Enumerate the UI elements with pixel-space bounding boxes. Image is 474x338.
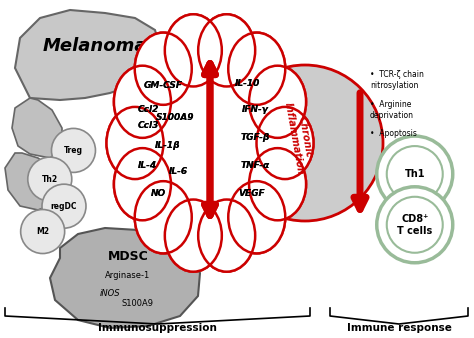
Ellipse shape bbox=[198, 14, 255, 87]
Text: Chronic
Inflammation: Chronic Inflammation bbox=[283, 100, 317, 176]
Text: •  TCR-ζ chain
nitrosylation: • TCR-ζ chain nitrosylation bbox=[370, 70, 424, 90]
Text: IL-6: IL-6 bbox=[168, 168, 188, 176]
Ellipse shape bbox=[114, 66, 171, 138]
Text: IFN-γ: IFN-γ bbox=[242, 105, 268, 115]
Text: Ccl3: Ccl3 bbox=[137, 121, 159, 130]
Ellipse shape bbox=[135, 33, 192, 105]
Text: Th2: Th2 bbox=[42, 175, 58, 184]
Circle shape bbox=[21, 210, 64, 254]
Text: IL-4: IL-4 bbox=[137, 162, 156, 170]
Text: Melanoma: Melanoma bbox=[43, 37, 147, 55]
Ellipse shape bbox=[135, 33, 192, 105]
Text: GM-CSF: GM-CSF bbox=[144, 81, 182, 91]
Ellipse shape bbox=[249, 66, 306, 138]
Ellipse shape bbox=[249, 148, 306, 220]
Ellipse shape bbox=[165, 199, 222, 272]
Ellipse shape bbox=[150, 67, 270, 219]
Text: Ccl3: Ccl3 bbox=[137, 121, 159, 130]
Ellipse shape bbox=[114, 148, 171, 220]
Circle shape bbox=[227, 65, 383, 221]
Text: •  Arginine
deprivation: • Arginine deprivation bbox=[370, 100, 414, 120]
Text: Treg: Treg bbox=[64, 146, 83, 155]
Text: CD8⁺
T cells: CD8⁺ T cells bbox=[397, 214, 432, 236]
Ellipse shape bbox=[165, 14, 222, 87]
Text: IL-4: IL-4 bbox=[137, 162, 156, 170]
Text: IL-1β: IL-1β bbox=[155, 142, 181, 150]
Text: •  Apoptosis: • Apoptosis bbox=[370, 129, 417, 139]
Ellipse shape bbox=[228, 181, 285, 254]
Text: S100A9: S100A9 bbox=[156, 114, 194, 122]
Text: Arginase-1: Arginase-1 bbox=[105, 271, 151, 281]
Text: GM-CSF: GM-CSF bbox=[144, 81, 182, 91]
Ellipse shape bbox=[198, 14, 255, 87]
Ellipse shape bbox=[228, 181, 285, 254]
Text: VEGF: VEGF bbox=[239, 189, 265, 197]
Text: VEGF: VEGF bbox=[239, 189, 265, 197]
Text: TGF-β: TGF-β bbox=[240, 134, 270, 143]
Text: Immune response: Immune response bbox=[346, 323, 451, 333]
Text: regDC: regDC bbox=[51, 202, 77, 211]
Ellipse shape bbox=[134, 47, 286, 239]
Ellipse shape bbox=[256, 107, 313, 179]
Text: Ccl2: Ccl2 bbox=[137, 105, 159, 115]
Text: NO: NO bbox=[150, 189, 165, 197]
Ellipse shape bbox=[135, 181, 192, 254]
Ellipse shape bbox=[135, 181, 192, 254]
Text: S100A9: S100A9 bbox=[156, 114, 194, 122]
Ellipse shape bbox=[165, 14, 222, 87]
Ellipse shape bbox=[249, 66, 306, 138]
Circle shape bbox=[387, 197, 443, 253]
Ellipse shape bbox=[249, 148, 306, 220]
Circle shape bbox=[28, 157, 72, 201]
Text: NO: NO bbox=[150, 189, 165, 197]
Circle shape bbox=[377, 136, 453, 212]
Polygon shape bbox=[15, 10, 160, 100]
Text: TNF-α: TNF-α bbox=[240, 162, 270, 170]
Circle shape bbox=[387, 146, 443, 202]
Text: S100A9: S100A9 bbox=[122, 299, 154, 309]
Text: IL-1β: IL-1β bbox=[155, 142, 181, 150]
Ellipse shape bbox=[165, 199, 222, 272]
Text: M2: M2 bbox=[36, 227, 49, 236]
Ellipse shape bbox=[107, 107, 164, 179]
Circle shape bbox=[377, 187, 453, 263]
Polygon shape bbox=[200, 48, 227, 238]
Text: Ccl2: Ccl2 bbox=[137, 105, 159, 115]
Text: MDSC: MDSC bbox=[108, 249, 148, 263]
Polygon shape bbox=[5, 153, 60, 210]
Ellipse shape bbox=[107, 107, 164, 179]
Text: IL-10: IL-10 bbox=[235, 78, 261, 88]
Text: IL-10: IL-10 bbox=[235, 78, 261, 88]
Polygon shape bbox=[50, 228, 200, 328]
Ellipse shape bbox=[150, 67, 270, 219]
Ellipse shape bbox=[228, 33, 285, 105]
Circle shape bbox=[42, 184, 86, 228]
Text: TNF-α: TNF-α bbox=[240, 162, 270, 170]
Text: Immunosuppression: Immunosuppression bbox=[98, 323, 217, 333]
Ellipse shape bbox=[256, 107, 313, 179]
Polygon shape bbox=[12, 98, 62, 158]
Text: IL-6: IL-6 bbox=[168, 168, 188, 176]
Text: iNOS: iNOS bbox=[100, 289, 120, 297]
Text: Th1: Th1 bbox=[404, 169, 425, 179]
Ellipse shape bbox=[198, 199, 255, 272]
Ellipse shape bbox=[228, 33, 285, 105]
Ellipse shape bbox=[114, 66, 171, 138]
Text: IFN-γ: IFN-γ bbox=[242, 105, 268, 115]
Ellipse shape bbox=[114, 148, 171, 220]
Circle shape bbox=[52, 128, 95, 172]
Ellipse shape bbox=[198, 199, 255, 272]
Text: TGF-β: TGF-β bbox=[240, 134, 270, 143]
